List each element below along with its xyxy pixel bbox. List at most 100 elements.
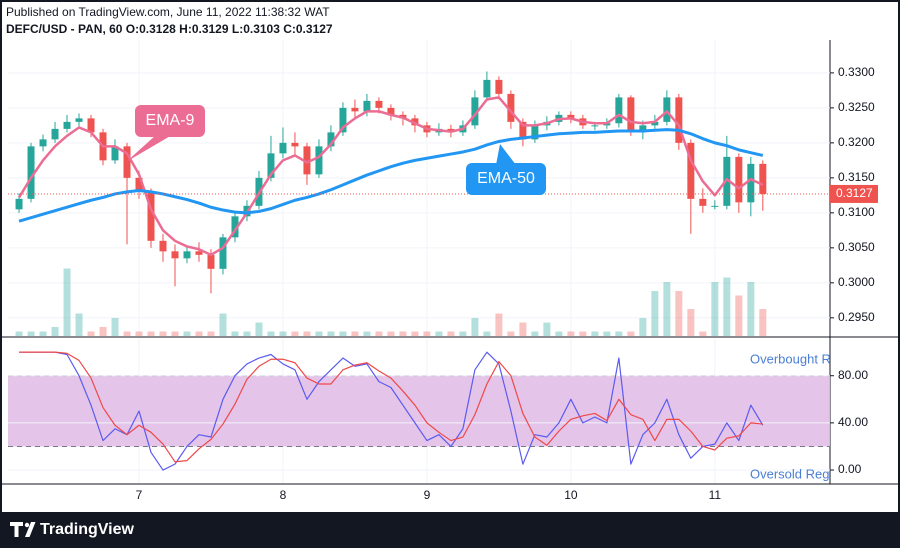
volume-bar: [579, 331, 587, 336]
candle-body: [303, 146, 311, 175]
volume-bar: [327, 331, 335, 336]
candle-body: [111, 146, 119, 161]
volume-bar: [291, 331, 299, 336]
volume-bar: [471, 318, 479, 336]
oscillator-plot: [19, 351, 764, 471]
volume-bar: [675, 291, 683, 336]
volume-bar: [51, 327, 59, 336]
candle-body: [363, 100, 371, 112]
volume-bar: [75, 313, 83, 336]
brand-logo: [10, 522, 36, 537]
candle-body: [567, 114, 575, 119]
candle-body: [387, 107, 395, 115]
callout-pointer: [496, 144, 516, 165]
candle-body: [651, 121, 659, 126]
candle-body: [723, 156, 731, 206]
y-tick-label: 40.00: [838, 415, 868, 429]
candle-body: [351, 107, 359, 112]
volume-bar: [459, 331, 467, 336]
candle-body: [411, 118, 419, 126]
candle-body: [759, 163, 767, 194]
x-tick-label: 11: [709, 488, 722, 502]
y-tick-label: 0.3000: [838, 275, 875, 289]
candle-body: [315, 146, 323, 175]
ema-line: [17, 96, 764, 257]
candle-body: [663, 97, 671, 122]
logo-dot: [24, 522, 30, 528]
candle-body: [687, 142, 695, 199]
candle-body: [207, 254, 215, 269]
volume-bar: [15, 331, 23, 336]
candle-body: [135, 177, 143, 192]
volume-bar: [519, 322, 527, 336]
volume-bar: [483, 331, 491, 336]
x-tick-label: 10: [564, 488, 578, 502]
region-label: Oversold Reg: [750, 466, 829, 481]
volume-bar: [87, 331, 95, 336]
candle-body: [375, 100, 383, 108]
volume-bar: [663, 282, 671, 336]
candle-body: [267, 153, 275, 178]
candle-body: [195, 251, 203, 255]
volume-bar: [195, 331, 203, 336]
volume-bar: [555, 331, 563, 336]
candle-body: [495, 79, 503, 94]
y-tick-label: 0.3300: [838, 65, 875, 79]
volume-bar: [375, 331, 383, 336]
price-plot: [15, 71, 767, 336]
candle-body: [747, 163, 755, 203]
candle-body: [159, 240, 167, 252]
stoch-line: [19, 351, 763, 463]
candle-body: [735, 156, 743, 203]
logo-slash: [25, 522, 36, 537]
volume-bar: [387, 331, 395, 336]
candle-body: [183, 251, 191, 259]
volume-bar: [183, 331, 191, 336]
volume-bar: [687, 309, 695, 336]
candle-body: [699, 198, 707, 206]
candle-body: [15, 198, 23, 210]
volume-bar: [615, 331, 623, 336]
candle-body: [75, 118, 83, 122]
candle-body: [171, 251, 179, 259]
candle-body: [63, 121, 71, 129]
volume-bar: [591, 331, 599, 336]
volume-bar: [351, 331, 359, 336]
candle-body: [471, 97, 479, 126]
candle-body: [147, 191, 155, 241]
candle-body: [87, 118, 95, 133]
volume-bar: [435, 331, 443, 336]
volume-bar: [747, 282, 755, 336]
logo-mark: [10, 522, 23, 537]
volume-bar: [699, 331, 707, 336]
candle-body: [627, 97, 635, 133]
x-tick-label: 7: [136, 488, 143, 502]
callout-label: EMA-50: [477, 170, 535, 187]
candle-body: [291, 142, 299, 147]
volume-bar: [651, 291, 659, 336]
volume-bar: [759, 309, 767, 336]
volume-bar: [231, 331, 239, 336]
volume-bar: [123, 331, 131, 336]
candle-body: [591, 125, 599, 127]
volume-bar: [255, 322, 263, 336]
callout-box: [135, 105, 205, 137]
volume-bar: [495, 313, 503, 336]
ema-line: [18, 128, 764, 223]
volume-bar: [447, 331, 455, 336]
y-tick-label: 0.3050: [838, 240, 875, 254]
volume-bar: [543, 322, 551, 336]
volume-bar: [171, 331, 179, 336]
candle-body: [675, 97, 683, 143]
x-tick-label: 9: [424, 488, 431, 502]
volume-bar: [147, 331, 155, 336]
candle-body: [27, 146, 35, 199]
volume-bar: [135, 331, 143, 336]
y-tick-label: 0.2950: [838, 310, 875, 324]
volume-bar: [267, 331, 275, 336]
candle-body: [279, 142, 287, 154]
candle-body: [39, 139, 47, 147]
